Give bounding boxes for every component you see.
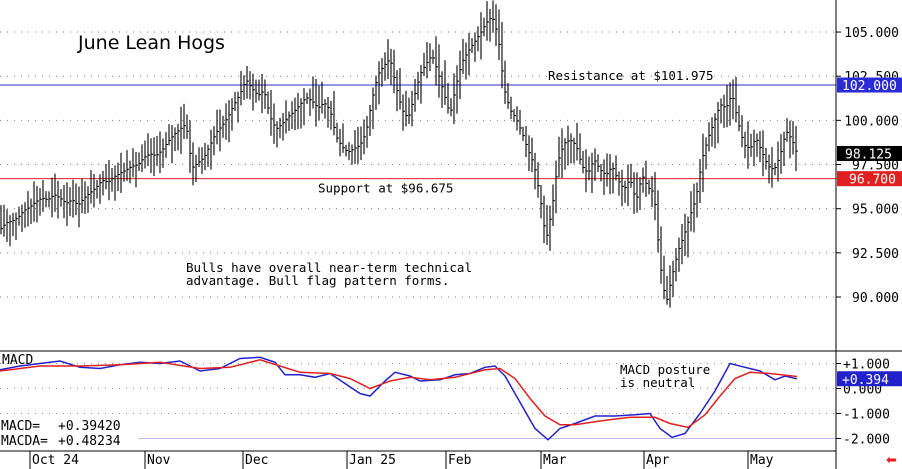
- resistance-value: 102.000: [842, 79, 897, 94]
- macd-note-line-1: MACD posture: [620, 362, 710, 377]
- macd-panel-label: MACD: [2, 353, 33, 368]
- price-axis-ticks: 90.00092.50095.00097.500100.000102.50010…: [836, 26, 899, 306]
- date-tick-label: Apr: [646, 453, 670, 468]
- date-tick-label: Mar: [543, 453, 567, 468]
- macd-note-line-2: is neutral: [620, 375, 695, 390]
- price-tick-label: 92.500: [852, 247, 899, 262]
- price-tick-label: 105.000: [844, 26, 899, 41]
- date-tick-label: Feb: [448, 453, 472, 468]
- macd-gridlines: [0, 363, 836, 439]
- macd-series-line: [0, 356, 798, 441]
- left-arrow-icon[interactable]: ⬅: [886, 453, 897, 468]
- support-value-box: [837, 171, 902, 187]
- date-tick-label: Nov: [147, 453, 171, 468]
- chart-title: June Lean Hogs: [77, 32, 225, 54]
- last-price-box: [837, 145, 902, 161]
- macd-readout-value: +0.39420: [58, 419, 121, 434]
- annotation-line-1: Bulls have overall near-term technical: [186, 260, 472, 275]
- macd-readout-label: MACD=: [1, 419, 40, 434]
- macd-tick-label: +1.000: [843, 358, 890, 373]
- macda-readout-label: MACDA=: [1, 434, 48, 449]
- macda-readout-value: +0.48234: [58, 434, 121, 449]
- price-tick-label: 97.500: [852, 159, 899, 174]
- resistance-label: Resistance at $101.975: [548, 68, 714, 83]
- price-tick-label: 100.000: [844, 114, 899, 129]
- date-tick-label: May: [750, 453, 774, 468]
- resistance-value-box: [837, 77, 902, 93]
- macd-readout-box: [0, 417, 138, 448]
- price-bars: [0, 0, 798, 308]
- date-tick-label: Oct 24: [32, 453, 79, 468]
- macda-series-line: [0, 359, 798, 429]
- macd-value-box: [837, 371, 902, 387]
- macd-last-value: +0.394: [842, 373, 889, 388]
- price-tick-label: 90.000: [852, 291, 899, 306]
- support-label: Support at $96.675: [318, 181, 453, 196]
- date-tick-label: Dec: [245, 453, 268, 468]
- last-price-value: 98.125: [845, 147, 892, 162]
- date-axis: Oct 24 Nov Dec Jan 25 Feb Mar Apr May: [29, 451, 774, 469]
- macd-tick-label: -2.000: [843, 433, 890, 448]
- price-tick-label: 95.000: [852, 203, 899, 218]
- support-value: 96.700: [849, 173, 896, 188]
- date-tick-label: Jan 25: [349, 453, 396, 468]
- macd-tick-label: -1.000: [843, 408, 890, 423]
- annotation-line-2: advantage. Bull flag pattern forms.: [186, 273, 449, 288]
